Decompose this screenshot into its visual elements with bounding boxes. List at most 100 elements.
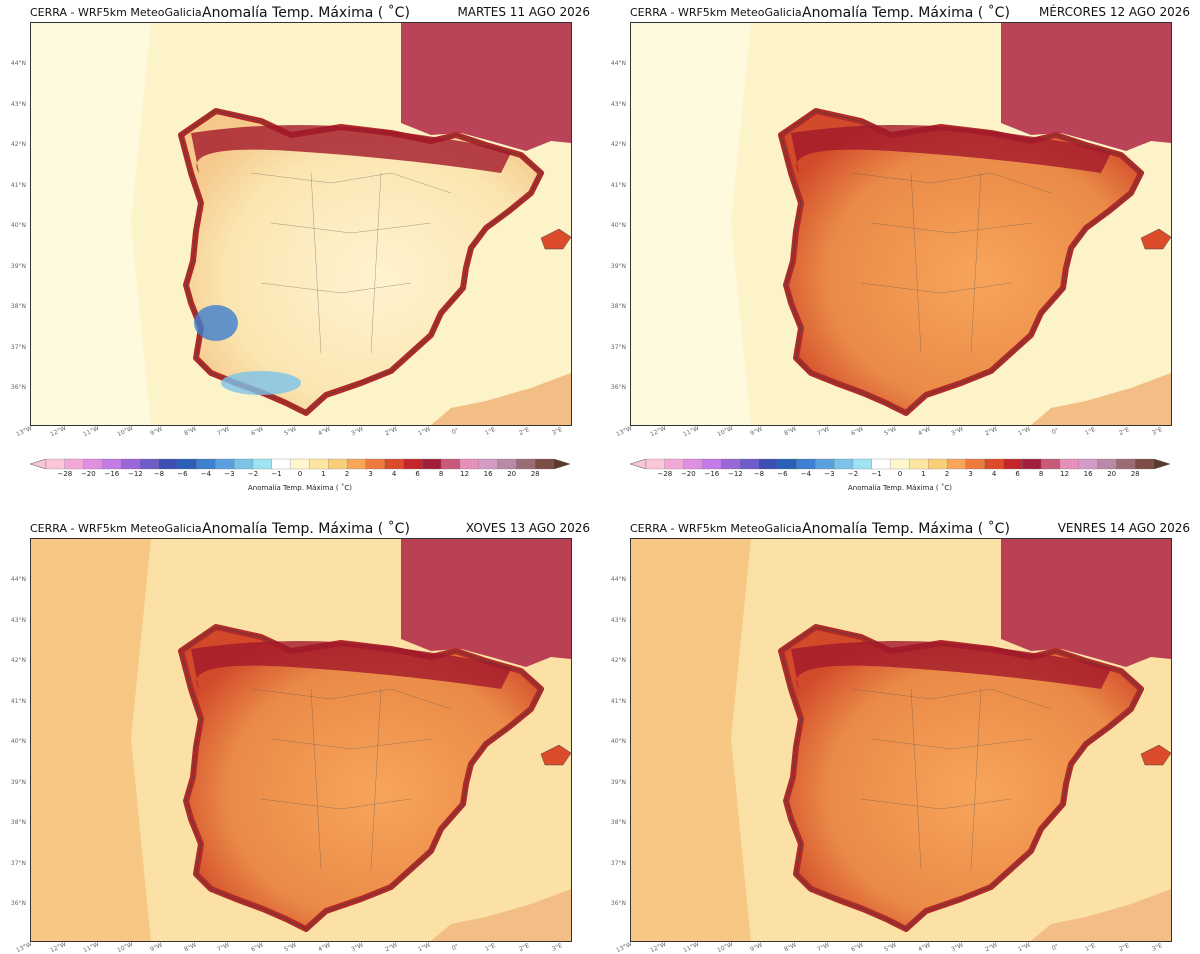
panel-header: CERRA - WRF5km MeteoGalicia Anomalía Tem… <box>30 516 590 538</box>
longitude-label: 9°W <box>749 941 764 954</box>
colorbar-tick-label: 0 <box>297 470 303 478</box>
longitude-label: 7°W <box>816 425 831 438</box>
colorbar-swatch <box>328 458 348 470</box>
longitude-label: 1°W <box>417 425 432 438</box>
colorbar-swatch <box>64 458 85 470</box>
longitude-label: 12°W <box>48 940 67 954</box>
longitude-label: 3°E <box>1151 942 1164 953</box>
panel-header: CERRA - WRF5km MeteoGalicia Anomalía Tem… <box>30 0 590 22</box>
panel-title: Anomalía Temp. Máxima ( ˚C) <box>802 521 1010 537</box>
colorbar-swatch <box>271 458 292 470</box>
colorbar-tick-label: 28 <box>530 470 540 478</box>
longitude-label: 13°W <box>15 940 34 954</box>
longitude-label: 3°W <box>350 941 365 954</box>
colorbar-swatch <box>1135 458 1155 470</box>
longitude-label: 5°W <box>283 941 298 954</box>
latitude-label: 36°N <box>610 384 626 391</box>
cool-anomaly-area <box>221 371 301 395</box>
colorbar-tick-label: 2 <box>344 470 350 478</box>
longitude-label: 6°W <box>249 941 265 954</box>
longitude-label: 9°W <box>149 425 164 438</box>
colorbar-swatch <box>497 458 517 470</box>
colorbar-arrow-right <box>553 458 571 470</box>
france-hot-area <box>401 539 571 667</box>
region-borders <box>250 172 452 354</box>
colorbar-tick-label: −6 <box>177 470 188 478</box>
latitude-label: 36°N <box>10 900 26 907</box>
longitude-label: 5°W <box>883 425 898 438</box>
colorbar: −28 −20 −16 −12 −8 −6 −4 −3 −2 −1 0 1 2 3 4 6 8 12 16 20 28 A… <box>29 456 571 492</box>
latitude-label: 42°N <box>610 141 626 148</box>
longitude-label: 9°W <box>149 941 164 954</box>
africa-land <box>431 373 571 425</box>
colorbar-tick-label: −20 <box>680 470 696 478</box>
latitude-label: 39°N <box>10 778 26 786</box>
longitude-label: 6°W <box>849 425 865 438</box>
longitude-label: 1°E <box>1084 942 1097 953</box>
latitude-label: 39°N <box>610 262 626 270</box>
colorbar-swatch <box>871 458 892 470</box>
longitude-label: 1°W <box>417 941 432 954</box>
colorbar-swatch <box>683 458 703 470</box>
latitude-label: 43°N <box>10 100 26 108</box>
map-canvas <box>631 23 1171 425</box>
anomaly-map <box>30 22 572 426</box>
longitude-label: 13°W <box>615 424 634 439</box>
colorbar-swatch <box>158 458 179 470</box>
north-hot-band <box>191 124 511 173</box>
colorbar-swatch <box>403 458 423 470</box>
colorbar-swatch <box>346 458 367 470</box>
longitude-label: 4°W <box>316 425 332 438</box>
colorbar-swatch <box>852 458 873 470</box>
colorbar-swatch <box>739 458 760 470</box>
latitude-label: 42°N <box>10 141 26 148</box>
colorbar-tick-label: −6 <box>777 470 788 478</box>
longitude-label: 11°W <box>682 940 701 954</box>
longitude-label: 8°W <box>182 941 198 954</box>
colorbar-tick-label: 3 <box>968 470 973 478</box>
latitude-label: 39°N <box>610 778 626 786</box>
colorbar-swatch <box>384 458 404 470</box>
latitude-label: 43°N <box>10 616 26 624</box>
latitude-label: 38°N <box>610 819 626 826</box>
region-borders <box>850 172 1052 354</box>
colorbar: −28 −20 −16 −12 −8 −6 −4 −3 −2 −1 0 1 2 3 4 6 8 12 16 20 28 A… <box>629 456 1171 492</box>
latitude-label: 44°N <box>610 60 626 67</box>
colorbar-swatch <box>233 458 254 470</box>
colorbar-tick-label: 4 <box>991 470 997 478</box>
colorbar-swatch <box>1097 458 1117 470</box>
colorbar-strip <box>29 458 571 470</box>
colorbar-swatch <box>440 458 461 470</box>
france-hot-area <box>1001 539 1171 667</box>
colorbar-swatch <box>946 458 967 470</box>
colorbar-label: Anomalía Temp. Máxima ( ˚C) <box>248 484 352 492</box>
colorbar-swatch <box>290 458 310 470</box>
colorbar-ticks: −28 −20 −16 −12 −8 −6 −4 −3 −2 −1 0 1 2 3 4 6 8 12 16 20 28 <box>30 470 570 480</box>
source-label: CERRA - WRF5km MeteoGalicia <box>30 522 202 535</box>
latitude-label: 37°N <box>610 343 626 351</box>
longitude-label: 13°W <box>615 940 634 954</box>
longitude-label: 6°W <box>249 425 265 438</box>
colorbar-strip <box>629 458 1171 470</box>
longitude-label: 11°W <box>82 940 101 954</box>
panel-title: Anomalía Temp. Máxima ( ˚C) <box>802 5 1010 21</box>
colorbar-swatch <box>102 458 122 470</box>
latitude-label: 41°N <box>10 181 26 189</box>
longitude-label: 3°W <box>350 425 365 438</box>
colorbar-swatch <box>702 458 722 470</box>
colorbar-swatch <box>796 458 816 470</box>
longitude-label: 2°E <box>1117 426 1131 437</box>
latitude-label: 44°N <box>10 60 26 67</box>
colorbar-swatch <box>516 458 536 470</box>
colorbar-tick-label: 1 <box>921 470 926 478</box>
longitude-label: 10°W <box>715 940 734 954</box>
colorbar-tick-label: 12 <box>1060 470 1070 478</box>
longitude-label: 4°W <box>916 941 932 954</box>
colorbar-swatch <box>984 458 1004 470</box>
colorbar-swatch <box>422 458 442 470</box>
colorbar-tick-label: 2 <box>944 470 950 478</box>
longitude-label: 1°E <box>484 942 497 953</box>
colorbar-swatch <box>309 458 329 470</box>
colorbar-tick-label: −4 <box>800 470 812 478</box>
longitude-label: 3°E <box>551 942 564 953</box>
